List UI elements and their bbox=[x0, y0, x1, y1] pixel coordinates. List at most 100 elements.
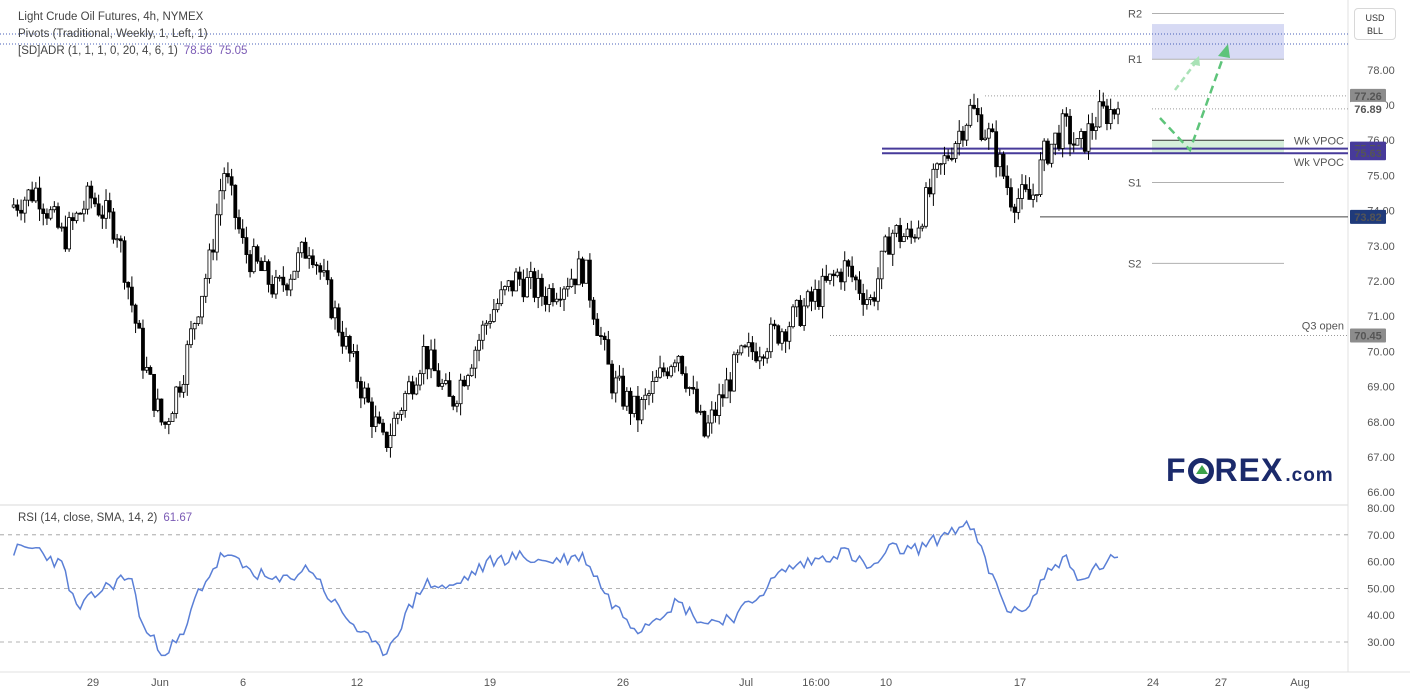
candle-body bbox=[1064, 113, 1069, 117]
candle-body bbox=[842, 260, 847, 283]
price-label: 73.82 bbox=[1354, 212, 1382, 224]
candle-body bbox=[451, 396, 456, 407]
candle-body bbox=[174, 386, 179, 414]
candle-body bbox=[1042, 140, 1047, 161]
candle-body bbox=[477, 339, 481, 351]
price-axis-tick: 70.00 bbox=[1367, 346, 1395, 358]
candle-body bbox=[599, 335, 603, 337]
candle-body bbox=[628, 390, 633, 414]
vpoc-annotation: Wk VPOC bbox=[1294, 157, 1344, 169]
candle-body bbox=[949, 157, 954, 160]
candle-body bbox=[924, 187, 928, 227]
candle-body bbox=[122, 240, 127, 283]
candle-body bbox=[935, 163, 939, 170]
candle-body bbox=[144, 367, 149, 371]
currency-button[interactable]: USD BLL bbox=[1354, 8, 1396, 40]
price-label: 77.26 bbox=[1354, 91, 1382, 103]
candle-body bbox=[1016, 198, 1021, 213]
candle-body bbox=[883, 236, 888, 252]
candle-body bbox=[503, 286, 507, 291]
candle-body bbox=[89, 185, 94, 199]
candle-body bbox=[617, 375, 622, 379]
candle-body bbox=[218, 190, 223, 216]
candle-body bbox=[1027, 188, 1032, 200]
candle-body bbox=[196, 316, 201, 324]
candle-body bbox=[336, 307, 341, 333]
candle-body bbox=[576, 258, 581, 286]
candle-body bbox=[901, 236, 906, 242]
candle-body bbox=[798, 299, 803, 326]
candle-body bbox=[876, 278, 880, 302]
candle-body bbox=[115, 238, 120, 241]
candle-body bbox=[229, 176, 234, 186]
pivot-label: R1 bbox=[1128, 54, 1142, 66]
candle-body bbox=[680, 355, 685, 375]
pivot-label: S2 bbox=[1128, 258, 1141, 270]
price-label: 76.89 bbox=[1354, 104, 1382, 116]
time-axis-tick: 24 bbox=[1147, 677, 1159, 689]
rsi-axis-tick: 60.00 bbox=[1367, 557, 1395, 569]
rsi-value: 61.67 bbox=[163, 512, 193, 524]
candle-body bbox=[67, 217, 71, 250]
price-label: 75.63 bbox=[1354, 148, 1382, 160]
candle-body bbox=[1082, 131, 1087, 152]
candle-body bbox=[1045, 140, 1050, 164]
candle-body bbox=[292, 270, 297, 280]
candle-body bbox=[591, 299, 596, 320]
candle-body bbox=[805, 291, 810, 307]
candle-body bbox=[532, 271, 537, 298]
candle-body bbox=[1038, 159, 1043, 196]
candle-body bbox=[1031, 194, 1035, 200]
candle-body bbox=[447, 380, 452, 397]
candle-body bbox=[864, 299, 869, 305]
price-label-bg bbox=[1350, 209, 1386, 224]
alt-projection-arrow bbox=[1174, 61, 1197, 91]
candle-body bbox=[211, 249, 216, 253]
candle-body bbox=[104, 200, 108, 219]
candle-body bbox=[687, 387, 692, 389]
projection-arrowhead bbox=[1218, 44, 1230, 58]
candle-body bbox=[45, 213, 49, 219]
candle-body bbox=[37, 187, 42, 210]
candle-body bbox=[595, 318, 600, 336]
candle-body bbox=[890, 232, 895, 255]
time-axis-tick: 10 bbox=[880, 677, 892, 689]
candle-body bbox=[938, 163, 943, 166]
candle-body bbox=[887, 236, 891, 255]
candle-body bbox=[251, 246, 256, 273]
candle-body bbox=[192, 323, 197, 330]
rsi-axis-tick: 30.00 bbox=[1367, 637, 1395, 649]
price-axis-tick: 71.00 bbox=[1367, 311, 1395, 323]
candle-body bbox=[894, 225, 899, 234]
candle-body bbox=[525, 277, 529, 298]
candle-body bbox=[274, 276, 278, 295]
candle-body bbox=[850, 265, 855, 278]
candle-body bbox=[791, 306, 795, 328]
candle-body bbox=[983, 137, 987, 140]
candle-body bbox=[85, 185, 90, 210]
time-axis-tick: 16:00 bbox=[802, 677, 830, 689]
rsi-axis-tick: 70.00 bbox=[1367, 530, 1395, 542]
candle-body bbox=[514, 271, 518, 292]
candle-body bbox=[458, 379, 463, 405]
time-axis-tick: 6 bbox=[240, 677, 246, 689]
candle-body bbox=[632, 395, 637, 414]
candle-body bbox=[920, 225, 925, 229]
rsi-line bbox=[12, 519, 1119, 657]
pivot-label: R2 bbox=[1128, 8, 1142, 20]
candle-body bbox=[1097, 101, 1102, 128]
candle-body bbox=[440, 383, 445, 387]
candle-body bbox=[362, 387, 367, 399]
candle-body bbox=[19, 209, 23, 214]
price-label-bg bbox=[1350, 88, 1386, 103]
candle-body bbox=[495, 303, 500, 311]
candle-body bbox=[669, 366, 674, 377]
candle-body bbox=[684, 373, 688, 389]
candle-body bbox=[11, 204, 16, 208]
adr-value-2: 75.05 bbox=[218, 45, 248, 57]
candle-body bbox=[1090, 123, 1095, 131]
candle-body bbox=[41, 208, 46, 214]
rsi-axis-tick: 40.00 bbox=[1367, 610, 1395, 622]
candle-body bbox=[621, 375, 626, 407]
